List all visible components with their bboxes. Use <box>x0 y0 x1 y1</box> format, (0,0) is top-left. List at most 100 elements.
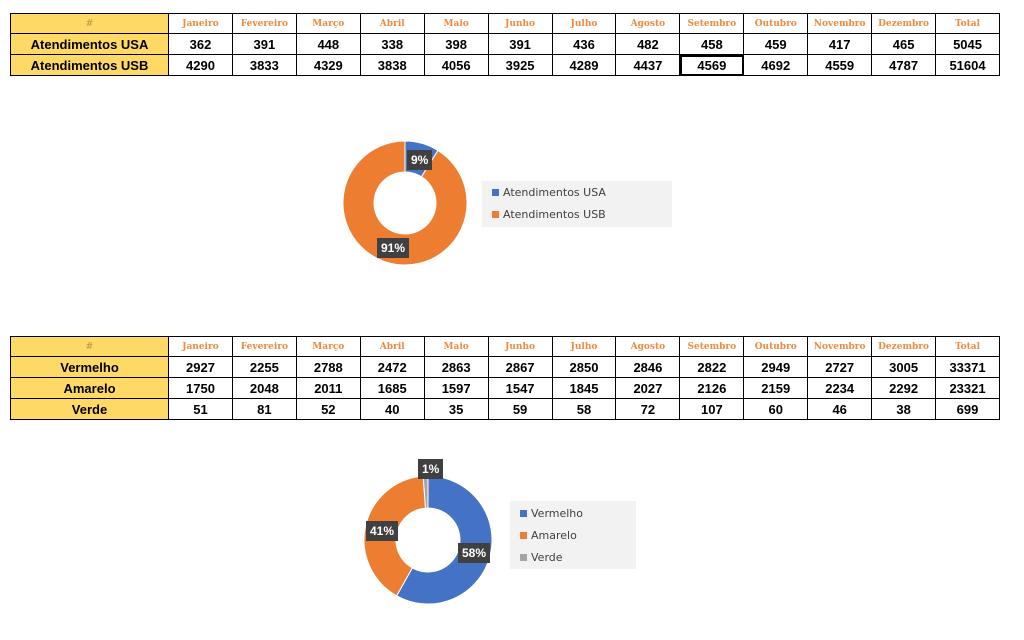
row-label-cell[interactable]: Vermelho <box>10 356 169 378</box>
value-cell[interactable]: 107 <box>679 398 745 420</box>
value-cell[interactable]: 448 <box>295 33 361 55</box>
value-cell[interactable]: 58 <box>551 398 617 420</box>
value-cell[interactable]: 46 <box>807 398 873 420</box>
month-header[interactable]: Junho <box>487 13 553 34</box>
value-cell[interactable]: 2472 <box>359 356 425 378</box>
value-cell[interactable]: 436 <box>551 33 617 55</box>
value-cell[interactable]: 1685 <box>359 377 425 399</box>
value-cell[interactable]: 59 <box>487 398 553 420</box>
month-header[interactable]: Agosto <box>615 13 681 34</box>
value-cell[interactable]: 3833 <box>231 54 297 76</box>
month-header[interactable]: Fevereiro <box>231 336 297 357</box>
value-cell[interactable]: 2949 <box>743 356 809 378</box>
month-header[interactable]: Abril <box>359 336 425 357</box>
value-cell[interactable]: 1547 <box>487 377 553 399</box>
month-header[interactable]: Março <box>295 336 361 357</box>
value-cell[interactable]: 2027 <box>615 377 681 399</box>
month-header[interactable]: Novembro <box>807 336 873 357</box>
value-cell[interactable]: 4692 <box>743 54 809 76</box>
month-header[interactable]: Maio <box>423 336 489 357</box>
row-label-cell[interactable]: Atendimentos USA <box>10 33 169 55</box>
value-cell[interactable]: 1845 <box>551 377 617 399</box>
value-cell[interactable]: 4787 <box>871 54 937 76</box>
value-cell[interactable]: 391 <box>231 33 297 55</box>
value-cell[interactable]: 338 <box>359 33 425 55</box>
month-header[interactable]: Março <box>295 13 361 34</box>
value-cell[interactable]: 2126 <box>679 377 745 399</box>
value-cell[interactable]: 699 <box>935 398 1000 420</box>
value-cell[interactable]: 2234 <box>807 377 873 399</box>
value-cell[interactable]: 2048 <box>231 377 297 399</box>
value-cell[interactable]: 33371 <box>935 356 1000 378</box>
month-header[interactable]: Agosto <box>615 336 681 357</box>
month-header[interactable]: Total <box>935 13 1000 34</box>
value-cell[interactable]: 51 <box>168 398 233 420</box>
value-cell[interactable]: 465 <box>871 33 937 55</box>
row-label-cell[interactable]: Verde <box>10 398 169 420</box>
value-cell[interactable]: 391 <box>487 33 553 55</box>
corner-cell[interactable]: # <box>10 336 169 357</box>
value-cell[interactable]: 23321 <box>935 377 1000 399</box>
value-cell[interactable]: 35 <box>423 398 489 420</box>
value-cell[interactable]: 72 <box>615 398 681 420</box>
value-cell[interactable]: 2927 <box>168 356 233 378</box>
value-cell[interactable]: 4329 <box>295 54 361 76</box>
value-cell[interactable]: 3005 <box>871 356 937 378</box>
value-cell[interactable]: 51604 <box>935 54 1000 76</box>
value-cell[interactable]: 3838 <box>359 54 425 76</box>
month-header[interactable]: Julho <box>551 336 617 357</box>
value-cell[interactable]: 4056 <box>423 54 489 76</box>
value-cell[interactable]: 362 <box>168 33 233 55</box>
month-header[interactable]: Setembro <box>679 13 745 34</box>
value-cell[interactable]: 3925 <box>487 54 553 76</box>
value-cell[interactable]: 2727 <box>807 356 873 378</box>
month-header[interactable]: Dezembro <box>871 13 937 34</box>
value-cell[interactable]: 1750 <box>168 377 233 399</box>
value-cell[interactable]: 52 <box>295 398 361 420</box>
value-cell[interactable]: 2822 <box>679 356 745 378</box>
value-cell[interactable]: 2863 <box>423 356 489 378</box>
value-cell[interactable]: 417 <box>807 33 873 55</box>
month-header[interactable]: Janeiro <box>168 13 233 34</box>
month-header[interactable]: Fevereiro <box>231 13 297 34</box>
value-cell[interactable]: 2255 <box>231 356 297 378</box>
value-cell[interactable]: 398 <box>423 33 489 55</box>
value-cell[interactable]: 2292 <box>871 377 937 399</box>
month-header[interactable]: Junho <box>487 336 553 357</box>
value-cell[interactable]: 2867 <box>487 356 553 378</box>
value-cell[interactable]: 5045 <box>935 33 1000 55</box>
row-label-cell[interactable]: Amarelo <box>10 377 169 399</box>
value-cell[interactable]: 482 <box>615 33 681 55</box>
month-header[interactable]: Total <box>935 336 1000 357</box>
value-cell[interactable]: 4289 <box>551 54 617 76</box>
value-cell[interactable]: 459 <box>743 33 809 55</box>
corner-cell[interactable]: # <box>10 13 169 34</box>
donut-slice-atendimentos-usb[interactable] <box>342 140 468 266</box>
value-cell[interactable]: 38 <box>871 398 937 420</box>
month-header[interactable]: Dezembro <box>871 336 937 357</box>
value-cell[interactable]: 2159 <box>743 377 809 399</box>
month-header[interactable]: Novembro <box>807 13 873 34</box>
value-cell[interactable]: 2011 <box>295 377 361 399</box>
donut-slice-vermelho[interactable] <box>395 475 493 605</box>
value-cell[interactable]: 4290 <box>168 54 233 76</box>
value-cell[interactable]: 2846 <box>615 356 681 378</box>
value-cell[interactable]: 1597 <box>423 377 489 399</box>
month-header[interactable]: Abril <box>359 13 425 34</box>
value-cell[interactable]: 4569 <box>679 54 745 76</box>
row-label-cell[interactable]: Atendimentos USB <box>10 54 169 76</box>
month-header[interactable]: Maio <box>423 13 489 34</box>
value-cell[interactable]: 4559 <box>807 54 873 76</box>
value-cell[interactable]: 40 <box>359 398 425 420</box>
value-cell[interactable]: 4437 <box>615 54 681 76</box>
month-header[interactable]: Setembro <box>679 336 745 357</box>
month-header[interactable]: Outubro <box>743 13 809 34</box>
value-cell[interactable]: 60 <box>743 398 809 420</box>
month-header[interactable]: Julho <box>551 13 617 34</box>
value-cell[interactable]: 2850 <box>551 356 617 378</box>
value-cell[interactable]: 458 <box>679 33 745 55</box>
month-header[interactable]: Outubro <box>743 336 809 357</box>
month-header[interactable]: Janeiro <box>168 336 233 357</box>
value-cell[interactable]: 81 <box>231 398 297 420</box>
value-cell[interactable]: 2788 <box>295 356 361 378</box>
